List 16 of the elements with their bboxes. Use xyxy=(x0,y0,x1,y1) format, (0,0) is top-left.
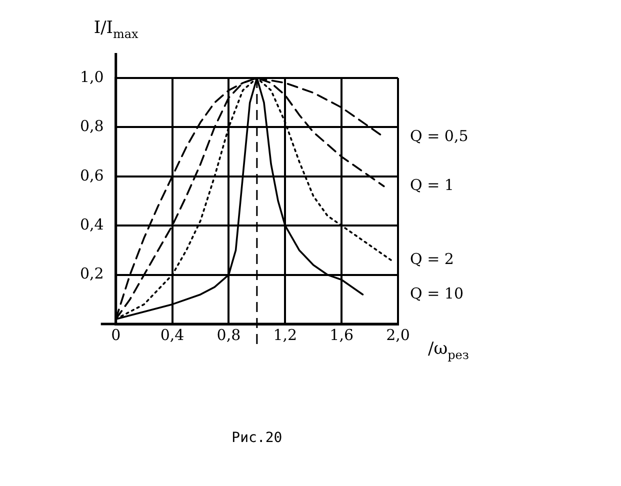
text: Рис.20 xyxy=(232,430,282,446)
series-label: Q = 0,5 xyxy=(410,126,468,145)
series-label: Q = 1 xyxy=(410,176,454,194)
y-tick-label: 0,2 xyxy=(80,264,104,283)
text: Q = 10 xyxy=(410,284,464,302)
x-tick-label: 0,8 xyxy=(216,326,241,344)
y-tick-label: 0,8 xyxy=(80,117,104,136)
y-tick-label: 0,4 xyxy=(80,215,104,234)
x-tick-label: 2,0 xyxy=(386,326,410,344)
x-tick-label: 0 xyxy=(111,326,121,344)
x-tick-label: 1,2 xyxy=(273,326,298,344)
y-tick-label: 1,0 xyxy=(80,68,104,86)
series-label: Q = 2 xyxy=(410,250,454,268)
y-tick-label: 0,6 xyxy=(80,166,104,184)
x-tick-label: 0,4 xyxy=(160,326,184,344)
x-tick-label: 1,6 xyxy=(330,326,354,344)
